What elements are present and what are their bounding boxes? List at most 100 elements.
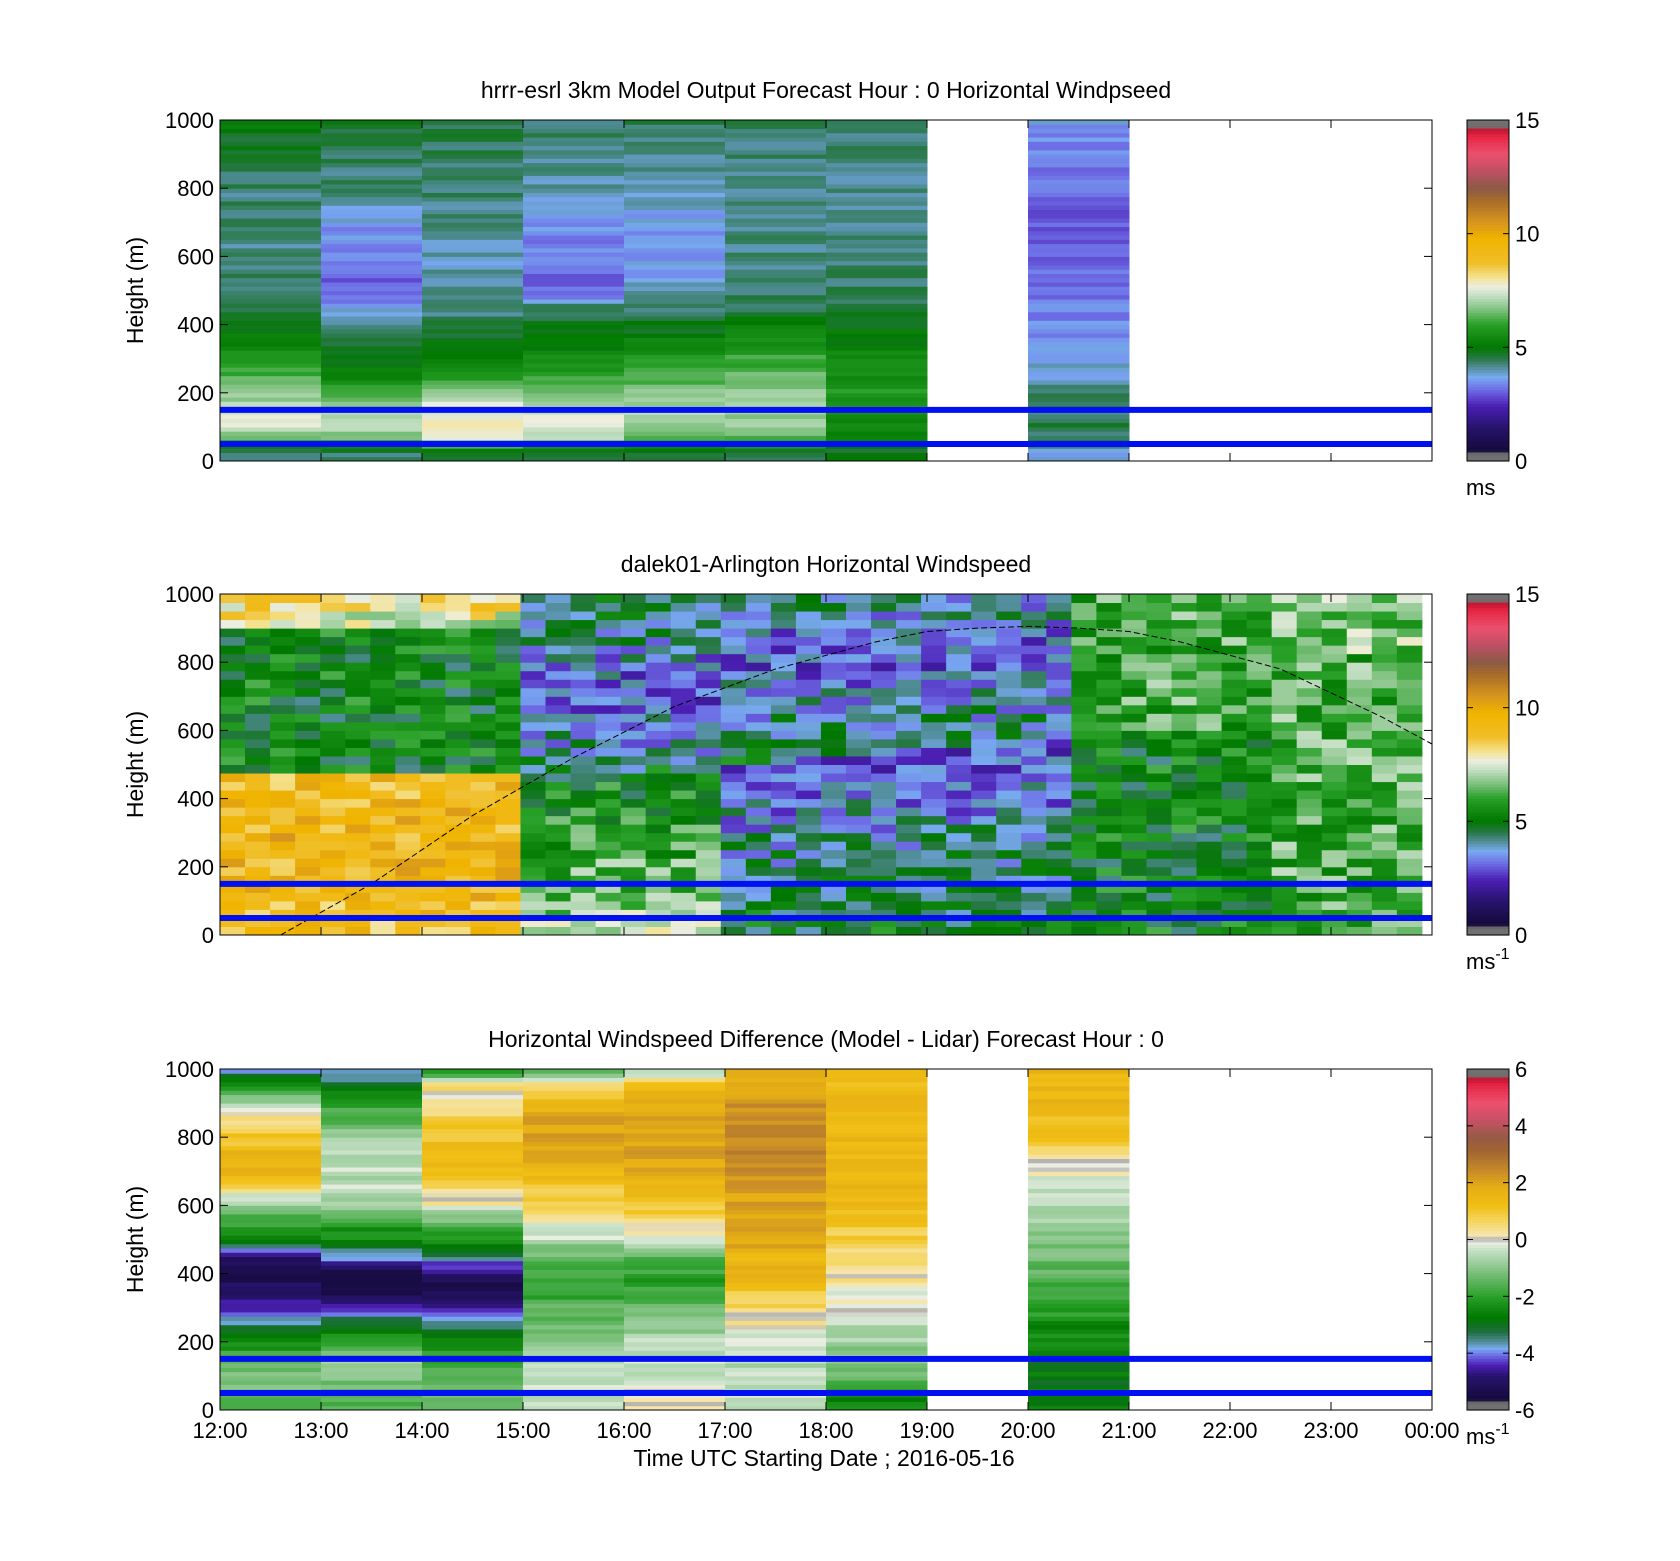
heatmap-cell [321, 333, 423, 338]
heatmap-cell [871, 662, 897, 672]
heatmap-cell [620, 662, 647, 672]
heatmap-cell [620, 917, 647, 927]
heatmap-cell [1146, 781, 1173, 791]
heatmap-cell [1296, 798, 1323, 808]
heatmap-cell [1096, 773, 1122, 783]
heatmap-cell [422, 1081, 524, 1087]
heatmap-cell [1096, 628, 1122, 638]
heatmap-cell [1196, 773, 1223, 783]
heatmap-cell [1071, 858, 1097, 868]
heatmap-cell [523, 337, 625, 343]
heatmap-cell [1296, 687, 1323, 697]
heatmap-cell [1271, 679, 1298, 689]
heatmap-cell [523, 452, 625, 458]
colorbar-segment [1467, 148, 1509, 152]
heatmap-cell [445, 696, 471, 706]
heatmap-cell [826, 1171, 928, 1177]
heatmap-cell [795, 790, 822, 800]
heatmap-cell [946, 670, 972, 680]
heatmap-cell [1071, 645, 1097, 655]
heatmap-cell [1371, 747, 1398, 757]
heatmap-cell [1396, 841, 1423, 851]
heatmap-cell [270, 670, 296, 680]
heatmap-cell [1321, 696, 1348, 706]
heatmap-cell [826, 1346, 928, 1351]
heatmap-cell [1028, 1209, 1130, 1215]
heatmap-cell [245, 858, 271, 868]
heatmap-cell [725, 1329, 827, 1334]
heatmap-cell [996, 687, 1022, 697]
heatmap-cell [295, 755, 321, 765]
heatmap-cell [345, 755, 371, 765]
heatmap-cell [523, 1375, 625, 1381]
heatmap-cell [470, 696, 496, 706]
heatmap-cell [1121, 917, 1147, 927]
heatmap-cell [1028, 345, 1130, 351]
heatmap-cell [871, 781, 897, 791]
heatmap-cell [220, 1303, 322, 1309]
heatmap-cell [321, 1205, 423, 1211]
heatmap-cell [971, 738, 997, 748]
heatmap-cell [321, 307, 423, 313]
heatmap-cell [1028, 303, 1130, 309]
heatmap-cell [523, 1277, 625, 1283]
colorbar-segment [1467, 421, 1509, 425]
heatmap-cell [871, 764, 897, 774]
colorbar-segment [1467, 1086, 1509, 1090]
heatmap-cell [845, 662, 872, 672]
heatmap-cell [996, 849, 1022, 859]
heatmap-cell [1396, 781, 1423, 791]
heatmap-cell [624, 337, 726, 343]
heatmap-cell [220, 755, 246, 765]
heatmap-cell [624, 166, 726, 172]
heatmap-cell [422, 1324, 524, 1330]
heatmap-cell [1246, 653, 1273, 663]
heatmap-cell [395, 773, 421, 783]
heatmap-cell [220, 866, 246, 876]
y-tick-label: 400 [177, 1262, 214, 1287]
heatmap-cell [1371, 824, 1398, 834]
heatmap-cell [921, 602, 947, 612]
heatmap-cell [321, 205, 423, 211]
heatmap-cell [1396, 892, 1423, 902]
heatmap-cell [921, 713, 947, 723]
heatmap-cell [523, 281, 625, 287]
heatmap-cell [1346, 807, 1373, 817]
heatmap-cell [370, 747, 396, 757]
heatmap-cell [1321, 721, 1348, 731]
heatmap-cell [320, 713, 346, 723]
heatmap-cell [1046, 704, 1072, 714]
heatmap-cell [321, 1265, 423, 1270]
heatmap-cell [670, 815, 697, 825]
heatmap-cell [220, 303, 322, 309]
heatmap-cell [770, 696, 797, 706]
heatmap-cell [395, 619, 421, 629]
heatmap-cell [345, 764, 371, 774]
colorbar-segment [1467, 318, 1509, 323]
heatmap-cell [1028, 1243, 1130, 1249]
heatmap-cell [1296, 909, 1323, 919]
heatmap-cell [1171, 713, 1198, 723]
heatmap-cell [1196, 841, 1223, 851]
heatmap-cell [220, 1337, 322, 1343]
colorbar-frame [1466, 119, 1510, 462]
heatmap-cell [220, 324, 322, 330]
heatmap-cell [725, 345, 827, 351]
heatmap-cell [321, 1269, 423, 1275]
heatmap-cell [1346, 755, 1373, 765]
heatmap-cell [1396, 662, 1423, 672]
colorbar-segment [1467, 1333, 1509, 1337]
heatmap-cell [946, 662, 972, 672]
heatmap-cell [725, 1239, 827, 1245]
colorbar-tick-label: 0 [1515, 923, 1527, 948]
colorbar-segment [1467, 401, 1509, 405]
heatmap-cell [422, 264, 524, 270]
heatmap-cell [624, 213, 726, 219]
heatmap-cell [321, 1311, 423, 1317]
heatmap-cell [770, 704, 797, 714]
heatmap-cell [321, 1167, 423, 1172]
heatmap-cell [470, 687, 496, 697]
colorbar-segment [1467, 245, 1509, 249]
heatmap-cell [624, 324, 726, 330]
heatmap-cell [624, 252, 726, 257]
